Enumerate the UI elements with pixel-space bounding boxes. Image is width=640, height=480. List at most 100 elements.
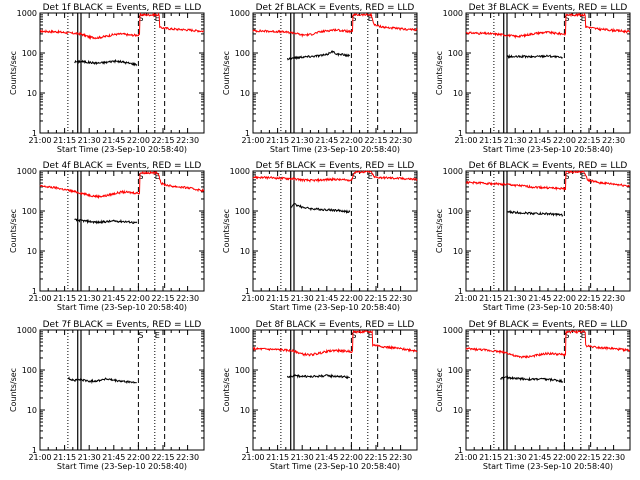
x-tick-label: 22:30 (602, 294, 625, 303)
events-series-line (506, 209, 564, 218)
y-tick-label: 1000 (230, 9, 250, 18)
y-tick-label: 10 (27, 406, 37, 415)
y-tick-label: 1000 (443, 326, 463, 335)
x-tick-label: 21:15 (479, 136, 502, 145)
panel-8: Det 8f BLACK = Events, RED = LLD 1 10 100 10… (222, 320, 418, 471)
y-axis-label: Counts/sec (222, 209, 231, 253)
y-axis-label: Counts/sec (435, 368, 444, 412)
x-tick-label: 21:30 (78, 136, 101, 145)
x-tick-label: 22:15 (364, 136, 387, 145)
x-tick-label: 21:45 (315, 294, 338, 303)
x-tick-label: 22:15 (151, 136, 174, 145)
x-tick-label: 22:00 (553, 294, 576, 303)
marker-s: S (138, 331, 143, 340)
y-tick-label: 1 (32, 129, 37, 138)
marker-s: S (564, 172, 569, 181)
events-series-line (67, 376, 137, 385)
x-tick-label: 21:15 (266, 136, 289, 145)
y-tick-label: 100 (22, 207, 37, 216)
panel-6: Det 6f BLACK = Events, RED = LLD 1 10 100 10… (435, 161, 631, 312)
y-tick-label: 100 (235, 49, 250, 58)
x-axis-label: Start Time (23-Sep-10 20:58:40) (270, 145, 400, 154)
y-tick-label: 1000 (443, 167, 463, 176)
events-series-line (286, 50, 351, 61)
plot-frame (465, 12, 631, 134)
x-tick-label: 21:30 (291, 136, 314, 145)
panel-4: Det 4f BLACK = Events, RED = LLD 1 10 100 10… (9, 161, 205, 312)
x-tick-label: 21:00 (241, 453, 264, 462)
x-tick-label: 21:15 (479, 453, 502, 462)
x-tick-label: 21:45 (528, 294, 551, 303)
y-axis-label: Counts/sec (222, 368, 231, 412)
y-tick-label: 1 (32, 287, 37, 296)
lld-series-line (252, 170, 418, 183)
y-axis-label: Counts/sec (222, 51, 231, 95)
y-tick-label: 1000 (443, 9, 463, 18)
marker-s: S (564, 14, 569, 23)
panel-title: Det 4f BLACK = Events, RED = LLD (43, 161, 202, 171)
panel-title: Det 7f BLACK = Events, RED = LLD (43, 320, 202, 330)
x-tick-label: 22:30 (602, 136, 625, 145)
x-tick-label: 21:00 (241, 136, 264, 145)
x-tick-label: 22:30 (389, 294, 412, 303)
panel-3: Det 3f BLACK = Events, RED = LLD 1 10 100 10… (435, 3, 631, 154)
events-series-line (286, 373, 350, 380)
x-tick-label: 21:30 (504, 453, 527, 462)
x-tick-label: 22:30 (176, 294, 199, 303)
panel-title: Det 5f BLACK = Events, RED = LLD (256, 161, 415, 171)
x-tick-label: 22:30 (602, 453, 625, 462)
panel-title: Det 9f BLACK = Events, RED = LLD (469, 320, 628, 330)
events-series-line (74, 218, 138, 225)
plot-frame (465, 170, 631, 292)
y-axis-label: Counts/sec (435, 209, 444, 253)
panel-7: Det 7f BLACK = Events, RED = LLD 1 10 100 10… (9, 320, 205, 471)
x-tick-label: 21:45 (315, 136, 338, 145)
marker-e: E (581, 331, 586, 340)
x-tick-label: 21:30 (78, 453, 101, 462)
y-tick-label: 1 (458, 287, 463, 296)
x-tick-label: 21:15 (53, 136, 76, 145)
x-axis-label: Start Time (23-Sep-10 20:58:40) (57, 303, 187, 312)
y-tick-label: 10 (453, 406, 463, 415)
y-tick-label: 1 (245, 446, 250, 455)
y-tick-label: 100 (448, 49, 463, 58)
x-tick-label: 21:30 (291, 294, 314, 303)
x-tick-label: 21:00 (28, 136, 51, 145)
y-tick-label: 100 (22, 49, 37, 58)
marker-e: E (368, 172, 373, 181)
x-tick-label: 22:15 (364, 453, 387, 462)
lld-series-line (253, 329, 418, 357)
y-axis-label: Counts/sec (435, 51, 444, 95)
x-axis-label: Start Time (23-Sep-10 20:58:40) (57, 145, 187, 154)
x-tick-label: 22:00 (553, 136, 576, 145)
x-tick-label: 21:45 (315, 453, 338, 462)
panel-title: Det 3f BLACK = Events, RED = LLD (469, 3, 628, 13)
x-tick-label: 21:30 (78, 294, 101, 303)
y-tick-label: 100 (235, 207, 250, 216)
y-tick-label: 1 (458, 129, 463, 138)
marker-e: E (368, 14, 373, 23)
x-tick-label: 21:00 (241, 294, 264, 303)
y-tick-label: 100 (235, 366, 250, 375)
lld-series-line (465, 329, 631, 359)
x-tick-label: 21:30 (504, 294, 527, 303)
marker-s: S (351, 14, 356, 23)
x-tick-label: 21:30 (291, 453, 314, 462)
x-tick-label: 21:15 (266, 453, 289, 462)
y-tick-label: 100 (22, 366, 37, 375)
marker-e: E (155, 331, 160, 340)
x-tick-label: 21:30 (504, 136, 527, 145)
marker-e: E (155, 172, 160, 181)
lld-series-line (252, 12, 418, 38)
x-tick-label: 21:45 (528, 453, 551, 462)
y-tick-label: 10 (27, 247, 37, 256)
x-tick-label: 22:00 (340, 453, 363, 462)
panel-2: Det 2f BLACK = Events, RED = LLD 1 10 100 10… (222, 3, 418, 154)
panel-5: Det 5f BLACK = Events, RED = LLD 1 10 100 10… (222, 161, 418, 312)
x-tick-label: 22:30 (389, 136, 412, 145)
y-tick-label: 10 (240, 89, 250, 98)
panel-1: Det 1f BLACK = Events, RED = LLD 1 10 100 10… (9, 3, 205, 154)
x-tick-label: 21:45 (102, 453, 125, 462)
